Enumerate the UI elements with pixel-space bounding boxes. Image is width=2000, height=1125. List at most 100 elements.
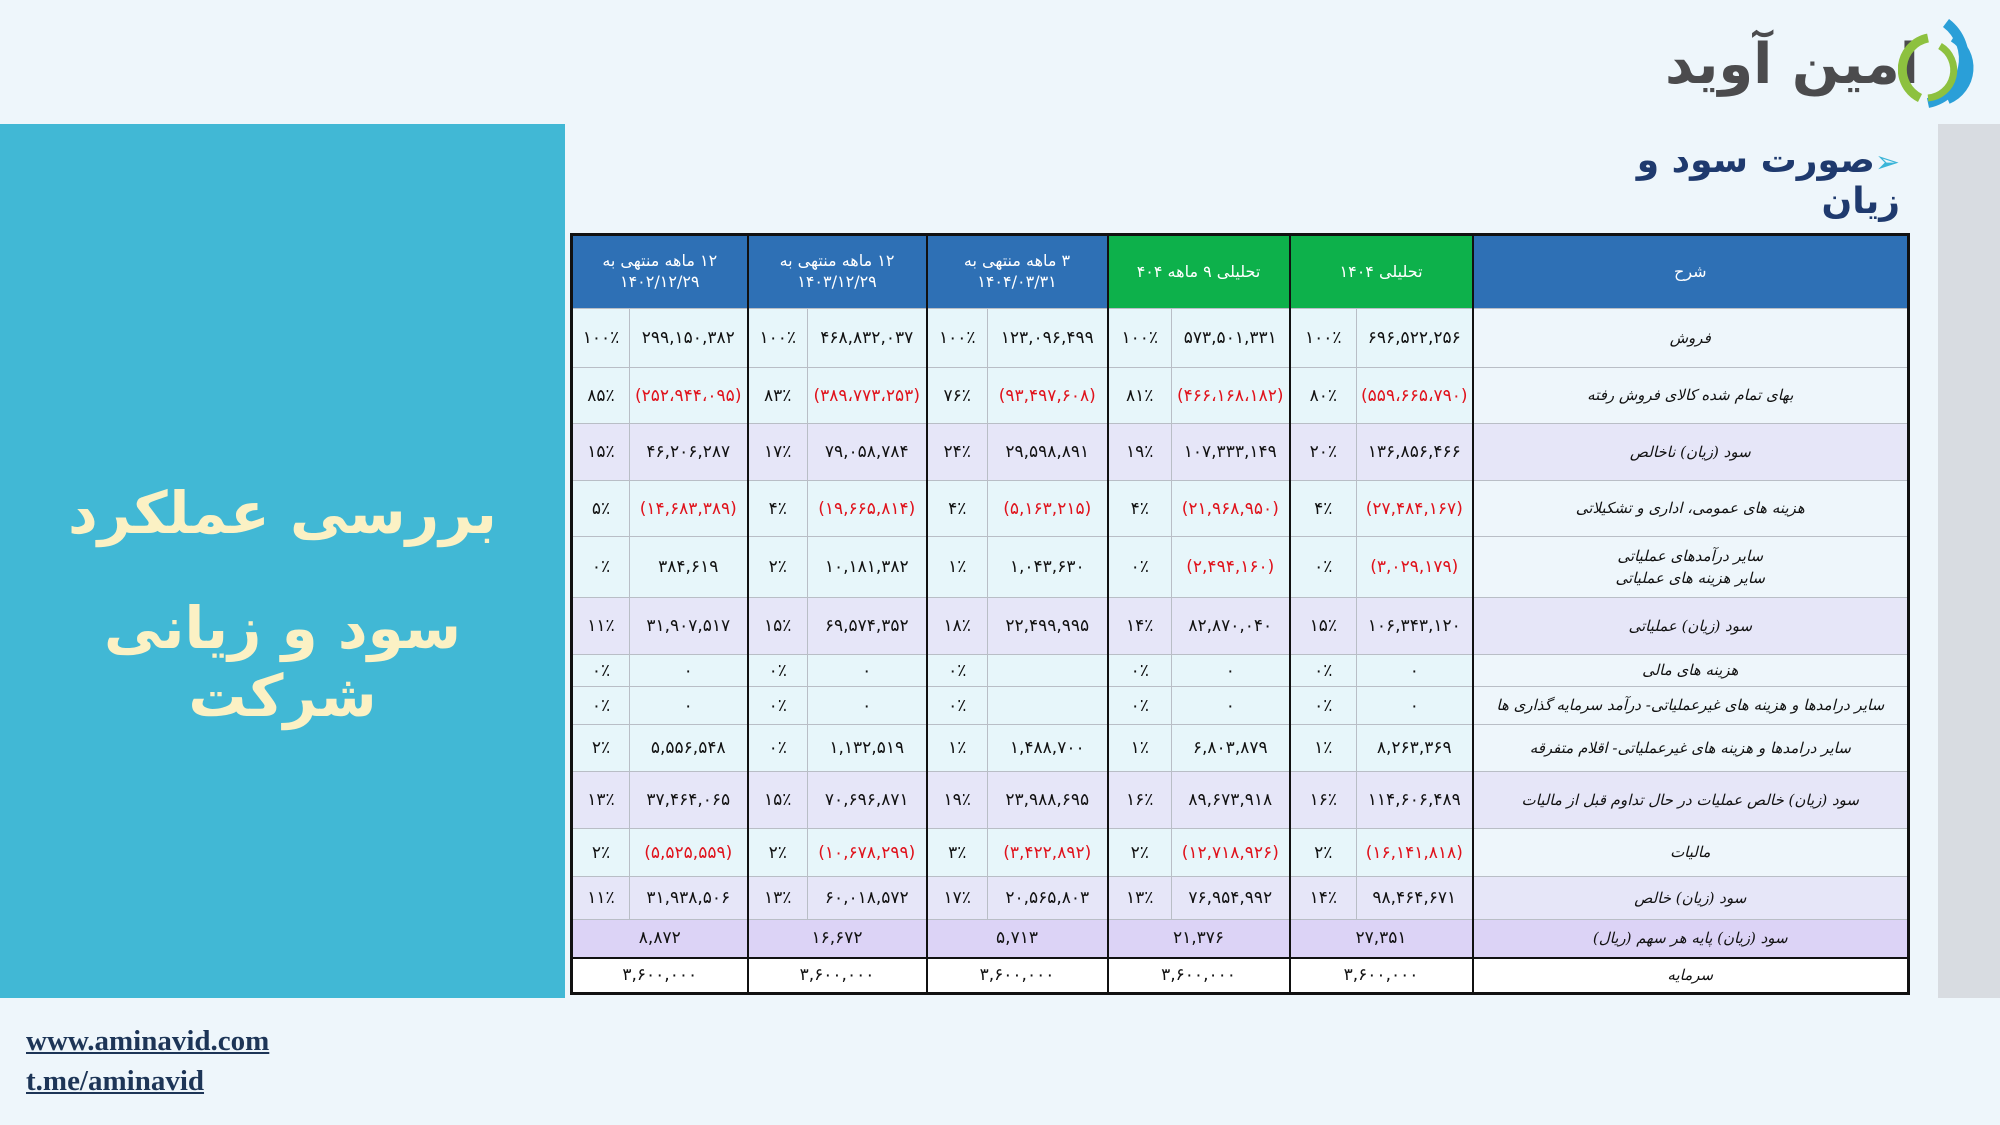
value-cell-container: (۳,۰۲۹,۱۷۹): [1356, 536, 1473, 598]
value-cell-container: ۵۷۳,۵۰۱,۳۳۱: [1171, 308, 1290, 368]
telegram-link[interactable]: t.me/aminavid: [26, 1065, 205, 1097]
value-cell-container: ۸,۲۶۳,۳۶۹: [1356, 724, 1473, 772]
merged-value-cell: ۲۱,۳۷۶: [1106, 919, 1290, 958]
value-cell-container: ۱۰۶,۳۴۳,۱۲۰: [1356, 597, 1473, 655]
percent-cell: ۲٪: [570, 724, 630, 772]
value-cell: (۴۶۶،۱۶۸،۱۸۲): [1177, 385, 1284, 406]
header-period: ۳ ماهه منتهی به ۱۴۰۴/۰۳/۳۱: [925, 234, 1108, 309]
table-header-row: شرح تحلیلی ۱۴۰۴ تحلیلی ۹ ماهه ۴۰۴ ۳ ماهه من…: [570, 234, 1909, 309]
merged-value-cell: ۳,۶۰۰,۰۰۰: [570, 956, 748, 994]
value-cell: (۲,۴۹۴,۱۶۰): [1186, 557, 1275, 577]
merged-value-cell: ۳,۶۰۰,۰۰۰: [925, 956, 1108, 994]
table-row: سود (زیان) عملیاتی ۱۰۶,۳۴۳,۱۲۰ ۱۵٪ ۸۲,۸۷۰,۰…: [570, 597, 1909, 655]
value-cell-container: ۴۶,۲۰۶,۲۸۷: [629, 423, 748, 481]
panel-heading-line2: سود و زیانی شرکت: [103, 594, 461, 730]
row-label: بهای تمام شده کالای فروش رفته: [1471, 367, 1909, 424]
value-cell: ۲۲,۴۹۹,۹۹۵: [1005, 616, 1090, 636]
table-row: سایر درآمدهای عملیاتی سایر هزینه های عمل…: [570, 536, 1909, 598]
value-cell-container: ۲۲,۴۹۹,۹۹۵: [987, 597, 1108, 655]
value-cell-container: ۷۰,۶۹۶,۸۷۱: [807, 771, 927, 829]
percent-cell: ۸۳٪: [746, 367, 808, 424]
percent-cell: ۲٪: [746, 536, 808, 598]
value-cell: ۰: [683, 695, 693, 716]
value-cell: ۶,۸۰۳,۸۷۹: [1192, 738, 1268, 758]
percent-cell: ۴٪: [925, 480, 988, 537]
value-cell: ۸۲,۸۷۰,۰۴۰: [1188, 616, 1273, 636]
value-cell-container: ۸۹,۶۷۳,۹۱۸: [1171, 771, 1290, 829]
value-cell: ۶۹۶,۵۲۲,۲۵۶: [1367, 328, 1461, 348]
value-cell-container: ۰: [807, 654, 927, 687]
percent-cell: ۰٪: [570, 654, 630, 687]
value-cell: ۳۸۴,۶۱۹: [658, 557, 719, 577]
value-cell-container: ۲۰,۵۶۵,۸۰۳: [987, 876, 1108, 920]
value-cell-container: ۷۹,۰۵۸,۷۸۴: [807, 423, 927, 481]
website-link[interactable]: www.aminavid.com: [26, 1025, 270, 1057]
value-cell-container: ۰: [1356, 686, 1473, 725]
merged-value-cell: ۲۷,۳۵۱: [1288, 919, 1473, 958]
value-cell-container: (۵,۱۶۳,۲۱۵): [987, 480, 1108, 537]
percent-cell: ۰٪: [746, 724, 808, 772]
percent-cell: ۱۰۰٪: [746, 308, 808, 368]
value-cell-container: ۱۱۴,۶۰۶,۴۸۹: [1356, 771, 1473, 829]
value-cell: ۳۱,۹۰۷,۵۱۷: [646, 616, 731, 636]
percent-cell: ۰٪: [1106, 654, 1172, 687]
value-cell-container: (۲,۴۹۴,۱۶۰): [1171, 536, 1290, 598]
value-cell-container: ۵,۵۵۶,۵۴۸: [629, 724, 748, 772]
value-cell-container: (۲۵۲،۹۴۴،۰۹۵): [629, 367, 748, 424]
value-cell-container: (۲۷,۴۸۴,۱۶۷): [1356, 480, 1473, 537]
percent-cell: ۸۵٪: [570, 367, 630, 424]
row-label: سود (زیان) پایه هر سهم (ریال): [1471, 919, 1909, 958]
percent-cell: ۱۸٪: [925, 597, 988, 655]
value-cell: ۸,۲۶۳,۳۶۹: [1376, 738, 1452, 758]
table-row: سود (زیان) ناخالص ۱۳۶,۸۵۶,۴۶۶ ۲۰٪ ۱۰۷,۳۳۳,۱…: [570, 423, 1909, 481]
percent-cell: ۱۶٪: [1106, 771, 1172, 829]
value-cell: ۶۹,۵۷۴,۳۵۲: [824, 616, 909, 636]
value-cell: (۲۷,۴۸۴,۱۶۷): [1365, 498, 1463, 519]
value-cell-container: ۸۲,۸۷۰,۰۴۰: [1171, 597, 1290, 655]
table-row: بهای تمام شده کالای فروش رفته (۵۵۹،۶۶۵،۷۹…: [570, 367, 1909, 424]
value-cell: ۱۰۷,۳۳۳,۱۴۹: [1183, 442, 1277, 462]
row-label: هزینه های عمومی، اداری و تشکیلاتی: [1471, 480, 1909, 537]
percent-cell: ۱۹٪: [1106, 423, 1172, 481]
value-cell: ۶۰,۰۱۸,۵۷۲: [824, 888, 909, 908]
table-row: هزینه های عمومی، اداری و تشکیلاتی (۲۷,۴۸۴…: [570, 480, 1909, 537]
value-cell: ۱,۴۸۸,۷۰۰: [1009, 738, 1085, 758]
percent-cell: ۰٪: [1106, 536, 1172, 598]
table-row: فروش ۶۹۶,۵۲۲,۲۵۶ ۱۰۰٪ ۵۷۳,۵۰۱,۳۳۱ ۱۰۰٪ ۱۲۳,۰۹…: [570, 308, 1909, 368]
percent-cell: ۱۰۰٪: [570, 308, 630, 368]
value-cell-container: (۴۶۶،۱۶۸،۱۸۲): [1171, 367, 1290, 424]
value-cell: (۵۵۹،۶۶۵،۷۹۰): [1361, 385, 1468, 406]
percent-cell: ۱۵٪: [570, 423, 630, 481]
value-cell: ۲۳,۹۸۸,۶۹۵: [1005, 790, 1090, 810]
percent-cell: ۰٪: [746, 654, 808, 687]
value-cell: ۰: [683, 660, 693, 681]
value-cell: (۲۵۲،۹۴۴،۰۹۵): [635, 385, 742, 406]
value-cell-container: (۱۶,۱۴۱,۸۱۸): [1356, 828, 1473, 877]
value-cell: ۰: [862, 660, 872, 681]
value-cell: ۳۷,۴۶۴,۰۶۵: [646, 790, 731, 810]
value-cell: ۴۶,۲۰۶,۲۸۷: [646, 442, 731, 462]
percent-cell: ۰٪: [746, 686, 808, 725]
row-label: سایر درامدها و هزینه های غیرعملیاتی- درآ…: [1471, 686, 1909, 725]
value-cell: (۱۹,۶۶۵,۸۱۴): [818, 498, 916, 519]
percent-cell: ۰٪: [570, 536, 630, 598]
table-row: مالیات (۱۶,۱۴۱,۸۱۸) ۲٪ (۱۲,۷۱۸,۹۲۶) ۲٪ (۳,۴۲۲…: [570, 828, 1909, 877]
value-cell-container: [987, 654, 1108, 687]
value-cell: ۷۰,۶۹۶,۸۷۱: [824, 790, 909, 810]
value-cell: ۵,۵۵۶,۵۴۸: [650, 738, 726, 758]
value-cell: ۰: [1225, 660, 1235, 681]
value-cell-container: (۲۱,۹۶۸,۹۵۰): [1171, 480, 1290, 537]
value-cell: ۱,۱۳۲,۵۱۹: [829, 738, 905, 758]
header-period: تحلیلی ۹ ماهه ۴۰۴: [1106, 234, 1290, 309]
percent-cell: ۱۴٪: [1106, 597, 1172, 655]
value-cell: ۰: [862, 695, 872, 716]
table-row: سرمایه ۳,۶۰۰,۰۰۰ ۳,۶۰۰,۰۰۰ ۳,۶۰۰,۰۰۰ ۳,۶۰۰,۰…: [570, 956, 1909, 994]
value-cell: (۱۴,۶۸۳,۳۸۹): [639, 498, 737, 519]
value-cell-container: (۳,۴۲۲,۸۹۲): [987, 828, 1108, 877]
percent-cell: ۱۰۰٪: [1288, 308, 1357, 368]
value-cell-container: ۰: [1171, 654, 1290, 687]
logo-text: امین آوید: [1665, 32, 1919, 97]
row-label: فروش: [1471, 308, 1909, 368]
panel-heading-line1: بررسی عملکرد: [68, 479, 497, 547]
value-cell: ۱۱۴,۶۰۶,۴۸۹: [1367, 790, 1461, 810]
